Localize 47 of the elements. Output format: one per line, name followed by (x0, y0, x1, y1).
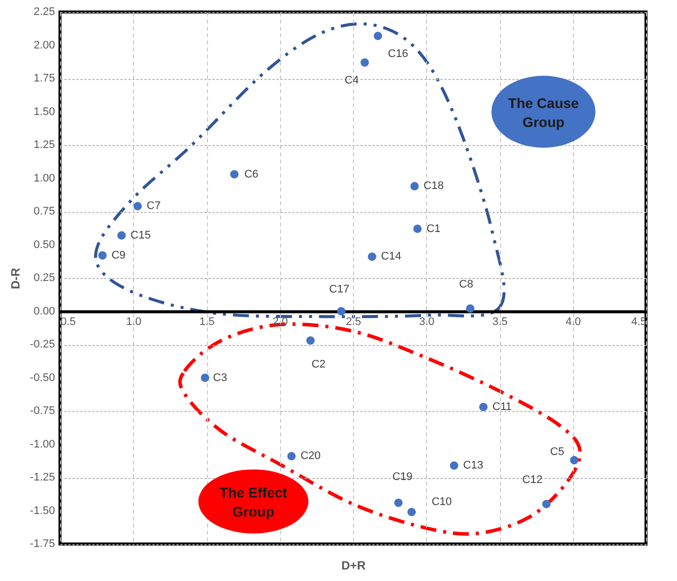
series-label: C15 (130, 229, 151, 242)
y-tick-label: 1.50 (34, 106, 55, 118)
y-tick-label: 0.25 (34, 272, 55, 284)
y-tick-label: -1.25 (30, 472, 55, 484)
x-tick-label: 2.5 (346, 316, 362, 328)
x-tick-label: 3.5 (492, 316, 508, 328)
y-tick-label: 1.00 (34, 172, 55, 184)
series-label: C3 (213, 372, 228, 384)
y-axis-title: D-R (8, 268, 22, 290)
series-label: C13 (463, 460, 484, 472)
y-tick-label: 1.25 (34, 139, 55, 151)
y-tick-label: -1.50 (30, 504, 55, 517)
x-tick-label: 3.0 (419, 316, 434, 328)
series-label: C9 (111, 249, 126, 262)
series-label: C18 (424, 180, 444, 192)
series-label: C12 (522, 474, 542, 486)
x-tick-label: 1.5 (199, 316, 215, 328)
series-label: C4 (344, 74, 359, 87)
series-label: C5 (550, 446, 564, 458)
series-label: C7 (146, 200, 161, 212)
y-tick-label: -0.75 (30, 405, 55, 417)
series-label: C6 (244, 168, 258, 180)
annotation: The Cause Group (508, 94, 580, 130)
x-tick-label: 4.0 (566, 316, 581, 328)
y-tick-label: 0.50 (34, 238, 55, 251)
x-tick-label: 1.0 (126, 316, 142, 328)
x-axis-title: D+R (341, 558, 366, 572)
y-tick-label: -0.50 (30, 372, 55, 384)
y-tick-label: -1.75 (30, 538, 55, 550)
series-label: C10 (432, 496, 452, 508)
y-tick-label: 0.75 (34, 206, 55, 218)
series-label: C11 (492, 401, 512, 414)
series-label: C8 (459, 278, 474, 291)
y-tick-label: -0.25 (30, 338, 55, 350)
y-tick-label: 0.00 (34, 305, 55, 318)
series-label: C17 (329, 283, 350, 296)
annotation: The Effect Group (220, 484, 288, 520)
series-label: C16 (388, 48, 408, 60)
y-tick-label: 1.75 (34, 72, 55, 84)
series-label: C20 (300, 450, 321, 462)
y-tick-label: -1.00 (30, 438, 55, 450)
y-tick-label: 2.25 (34, 6, 55, 18)
series-label: C2 (311, 358, 326, 371)
series-label: C19 (392, 470, 413, 483)
series-label: C1 (426, 222, 441, 235)
y-tick-label: 2.00 (34, 39, 55, 52)
series-label: C14 (381, 250, 402, 263)
